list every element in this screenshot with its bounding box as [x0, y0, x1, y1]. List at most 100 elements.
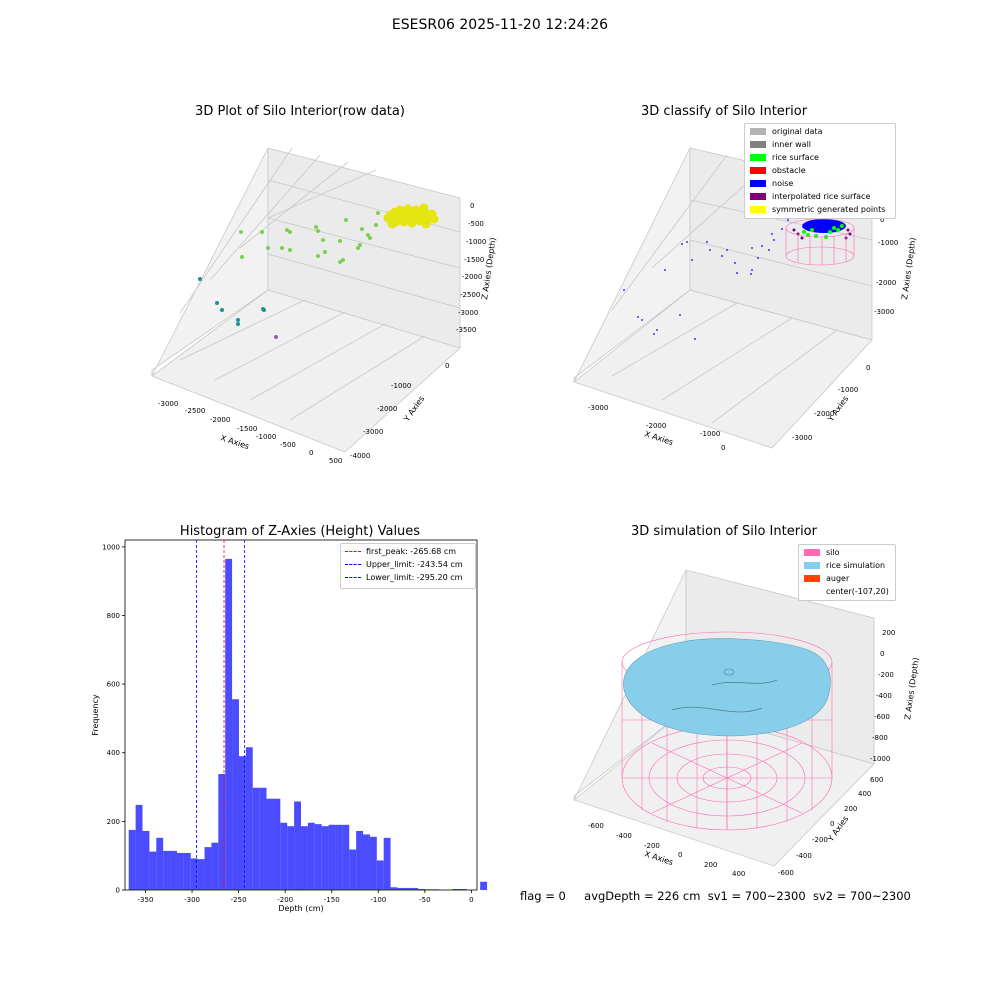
panel3-plot: -350 -300 -250 -200 -150 -100 -50 0 0 200 400 600 8… [91, 539, 488, 913]
p4-ztick: -1000 [870, 755, 890, 763]
p2-zlabel: Z Axies (Depth) [900, 237, 918, 300]
panel3-y-ticks: 0 200 400 600 800 1000 [102, 543, 125, 895]
panel4-z-ticks: 200 0 -200 -400 -600 -800 -1000 [870, 629, 895, 763]
legend-label: center(-107,20) [826, 587, 889, 596]
p2-interp-point [846, 228, 850, 232]
p1-point [316, 254, 320, 258]
p2-rice-point [832, 226, 836, 230]
p1-ztick: -2500 [460, 291, 480, 299]
p2-noise-point [656, 329, 658, 331]
p1-point [366, 233, 370, 237]
hist-bar [314, 824, 322, 890]
panel1-title: 3D Plot of Silo Interior(row data) [195, 104, 405, 119]
p2-noise-point [757, 257, 759, 259]
p1-xtick: 500 [329, 457, 342, 465]
panel4-plot: -600 -400 -200 0 200 400 X Axies 600 400… [573, 569, 921, 878]
p1-point [285, 228, 289, 232]
legend-item: obstacle [750, 166, 806, 175]
panel2-title: 3D classify of Silo Interior [640, 104, 808, 119]
p4-ylabel: Y Axies [826, 814, 851, 844]
hist-bar [328, 824, 336, 890]
p4-xtick: -200 [644, 842, 660, 850]
legend-swatch [750, 128, 766, 135]
p1-ytick: -2000 [377, 405, 397, 413]
p1-ytick: -1000 [391, 382, 411, 390]
panel2-y-ticks: 0 -1000 -2000 -3000 [792, 364, 870, 442]
p1-xtick: -2500 [185, 407, 205, 415]
p3-xlabel: Depth (cm) [278, 904, 323, 913]
p4-ztick: -600 [874, 713, 890, 721]
legend-label: rice simulation [826, 561, 886, 570]
legend-item: inner wall [750, 140, 811, 149]
p2-rice-point [840, 224, 844, 228]
p2-interp-point [800, 236, 804, 240]
panel1-y-ticks: 0 -1000 -2000 -3000 -4000 [350, 362, 449, 460]
p4-ztick: -200 [878, 671, 894, 679]
p2-noise-point [768, 249, 770, 251]
panel3-x-ticks: -350 -300 -250 -200 -150 -100 -50 0 [138, 890, 474, 904]
panel3-legend: first_peak: -265.68 cm Upper_limit: -243.… [340, 543, 476, 589]
p2-rice-point [806, 233, 810, 237]
p1-surface-point [411, 205, 421, 215]
p1-surface-point [419, 203, 429, 213]
p2-xtick: 0 [721, 444, 725, 452]
p1-xlabel: X Axies [219, 433, 250, 451]
p1-point [338, 260, 342, 264]
panel3-vlines [196, 540, 246, 890]
hist-bar [376, 860, 384, 890]
p1-point [262, 308, 266, 312]
hist-bar [294, 801, 301, 890]
p3-xtick-label: -50 [419, 896, 430, 904]
p2-ztick: -1000 [878, 239, 898, 247]
panel4-x-ticks: -600 -400 -200 0 200 400 [588, 822, 745, 878]
status-line: flag = 0 avgDepth = 226 cm sv1 = 700~230… [520, 889, 911, 903]
p1-ztick: -1500 [464, 256, 484, 264]
p2-noise-point [781, 228, 783, 230]
legend-item: auger [804, 574, 849, 583]
p1-point [358, 243, 362, 247]
p3-ytick-label: 200 [107, 818, 120, 826]
hist-bar [480, 881, 488, 890]
p1-point [374, 223, 378, 227]
p1-point [341, 258, 345, 262]
p1-ytick: -4000 [350, 452, 370, 460]
p3-xtick-label: -150 [324, 896, 340, 904]
legend-label: original data [772, 127, 823, 136]
p1-surface-point [403, 204, 413, 214]
legend-label: obstacle [772, 166, 806, 175]
panel2-z-ticks: 0 -1000 -2000 -3000 [874, 216, 898, 316]
hist-bar [266, 798, 274, 890]
p2-rice-point [810, 228, 814, 232]
p2-ztick: 0 [880, 216, 884, 224]
hist-bar [363, 834, 370, 890]
hist-bar [135, 804, 143, 890]
legend-swatch [750, 193, 766, 200]
p2-xlabel: X Axies [643, 429, 674, 447]
p2-noise-point [736, 272, 738, 274]
p1-point [239, 230, 243, 234]
hist-bar [342, 824, 350, 890]
p2-noise-point [706, 241, 708, 243]
p1-point [316, 229, 320, 233]
p2-noise-point [750, 273, 752, 275]
rice-surface [623, 638, 831, 737]
legend-swatch [804, 549, 820, 556]
p1-point [220, 308, 224, 312]
sv2-text: sv2 = 700~2300 [812, 889, 911, 903]
p3-ytick-label: 600 [107, 681, 120, 689]
p4-ztick: -800 [872, 734, 888, 742]
p1-point [338, 239, 342, 243]
p2-noise-point [709, 249, 711, 251]
legend-label: auger [826, 574, 850, 583]
p2-rice-point [814, 234, 818, 238]
panel1-z-ticks: 0 -500 -1000 -1500 -2000 -2500 -3000 -35… [456, 202, 486, 334]
hist-bar [245, 747, 253, 890]
hist-bar [204, 847, 212, 890]
p2-noise-point [773, 239, 775, 241]
p1-point [368, 236, 372, 240]
p1-point [236, 322, 240, 326]
legend-swatch [750, 206, 766, 213]
hist-bar [273, 798, 281, 890]
p2-interp-point [848, 232, 852, 236]
legend-dash [345, 564, 361, 565]
